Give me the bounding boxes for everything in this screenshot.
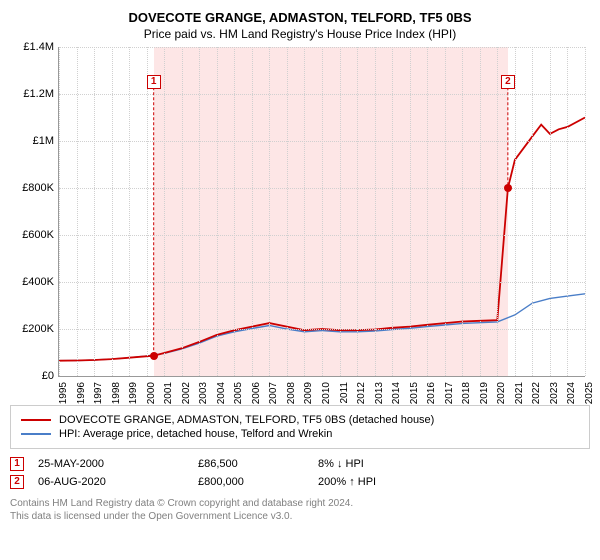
y-tick-label: £600K	[22, 229, 54, 241]
x-tick-label: 2009	[303, 382, 314, 404]
legend-swatch	[21, 433, 51, 435]
x-tick-label: 2011	[339, 382, 350, 404]
transaction-date: 06-AUG-2020	[38, 476, 198, 488]
x-tick-label: 2007	[268, 382, 279, 404]
legend-swatch	[21, 419, 51, 421]
marker-dot	[150, 352, 158, 360]
transaction-price: £800,000	[198, 476, 318, 488]
legend-item: HPI: Average price, detached house, Telf…	[21, 428, 579, 440]
y-tick-label: £200K	[22, 323, 54, 335]
transaction-row: 2 06-AUG-2020£800,000200% ↑ HPI	[10, 475, 590, 489]
legend-label: DOVECOTE GRANGE, ADMASTON, TELFORD, TF5 …	[59, 414, 434, 426]
transaction-diff: 8% ↓ HPI	[318, 458, 438, 470]
x-tick-label: 2021	[514, 382, 525, 404]
footer-line-2: This data is licensed under the Open Gov…	[10, 510, 590, 523]
x-tick-label: 2005	[233, 382, 244, 404]
marker-dot	[504, 184, 512, 192]
transaction-marker: 1	[10, 457, 24, 471]
x-tick-label: 1998	[111, 382, 122, 404]
marker-box: 2	[501, 75, 515, 89]
x-tick-label: 2008	[286, 382, 297, 404]
plot-region: 12	[58, 47, 585, 377]
footer-line-1: Contains HM Land Registry data © Crown c…	[10, 497, 590, 510]
x-tick-label: 2006	[251, 382, 262, 404]
chart-title: DOVECOTE GRANGE, ADMASTON, TELFORD, TF5 …	[10, 10, 590, 25]
y-tick-label: £0	[42, 370, 54, 382]
transaction-price: £86,500	[198, 458, 318, 470]
x-tick-label: 1997	[93, 382, 104, 404]
legend-box: DOVECOTE GRANGE, ADMASTON, TELFORD, TF5 …	[10, 405, 590, 449]
y-tick-label: £1M	[33, 135, 54, 147]
x-tick-label: 2019	[479, 382, 490, 404]
transaction-rows: 1 25-MAY-2000£86,5008% ↓ HPI 2 06-AUG-2020£…	[10, 457, 590, 489]
x-tick-label: 2002	[181, 382, 192, 404]
x-axis: 1995199619971998199920002001200220032004…	[58, 379, 585, 399]
x-tick-label: 2012	[356, 382, 367, 404]
legend-label: HPI: Average price, detached house, Telf…	[59, 428, 332, 440]
footer-attribution: Contains HM Land Registry data © Crown c…	[10, 497, 590, 523]
x-tick-label: 2001	[163, 382, 174, 404]
y-axis: £0£200K£400K£600K£800K£1M£1.2M£1.4M	[10, 47, 58, 377]
transaction-row: 1 25-MAY-2000£86,5008% ↓ HPI	[10, 457, 590, 471]
chart-subtitle: Price paid vs. HM Land Registry's House …	[10, 27, 590, 41]
legend-item: DOVECOTE GRANGE, ADMASTON, TELFORD, TF5 …	[21, 414, 579, 426]
transaction-marker: 2	[10, 475, 24, 489]
x-tick-label: 1996	[76, 382, 87, 404]
x-tick-label: 2022	[531, 382, 542, 404]
x-tick-label: 2004	[216, 382, 227, 404]
y-tick-label: £400K	[22, 276, 54, 288]
x-tick-label: 2015	[409, 382, 420, 404]
x-tick-label: 2003	[198, 382, 209, 404]
x-tick-label: 1995	[58, 382, 69, 404]
x-tick-label: 2024	[566, 382, 577, 404]
x-tick-label: 2017	[444, 382, 455, 404]
y-tick-label: £1.2M	[23, 88, 54, 100]
x-tick-label: 2000	[146, 382, 157, 404]
marker-box: 1	[147, 75, 161, 89]
x-tick-label: 2013	[374, 382, 385, 404]
y-tick-label: £1.4M	[23, 41, 54, 53]
transaction-diff: 200% ↑ HPI	[318, 476, 438, 488]
x-tick-label: 2010	[321, 382, 332, 404]
x-tick-label: 2020	[496, 382, 507, 404]
transaction-date: 25-MAY-2000	[38, 458, 198, 470]
x-tick-label: 2016	[426, 382, 437, 404]
chart-area: £0£200K£400K£600K£800K£1M£1.2M£1.4M 12 1…	[10, 47, 590, 397]
y-tick-label: £800K	[22, 182, 54, 194]
chart-header: DOVECOTE GRANGE, ADMASTON, TELFORD, TF5 …	[10, 10, 590, 41]
x-tick-label: 2023	[549, 382, 560, 404]
x-tick-label: 2014	[391, 382, 402, 404]
x-tick-label: 1999	[128, 382, 139, 404]
x-tick-label: 2025	[584, 382, 595, 404]
x-tick-label: 2018	[461, 382, 472, 404]
